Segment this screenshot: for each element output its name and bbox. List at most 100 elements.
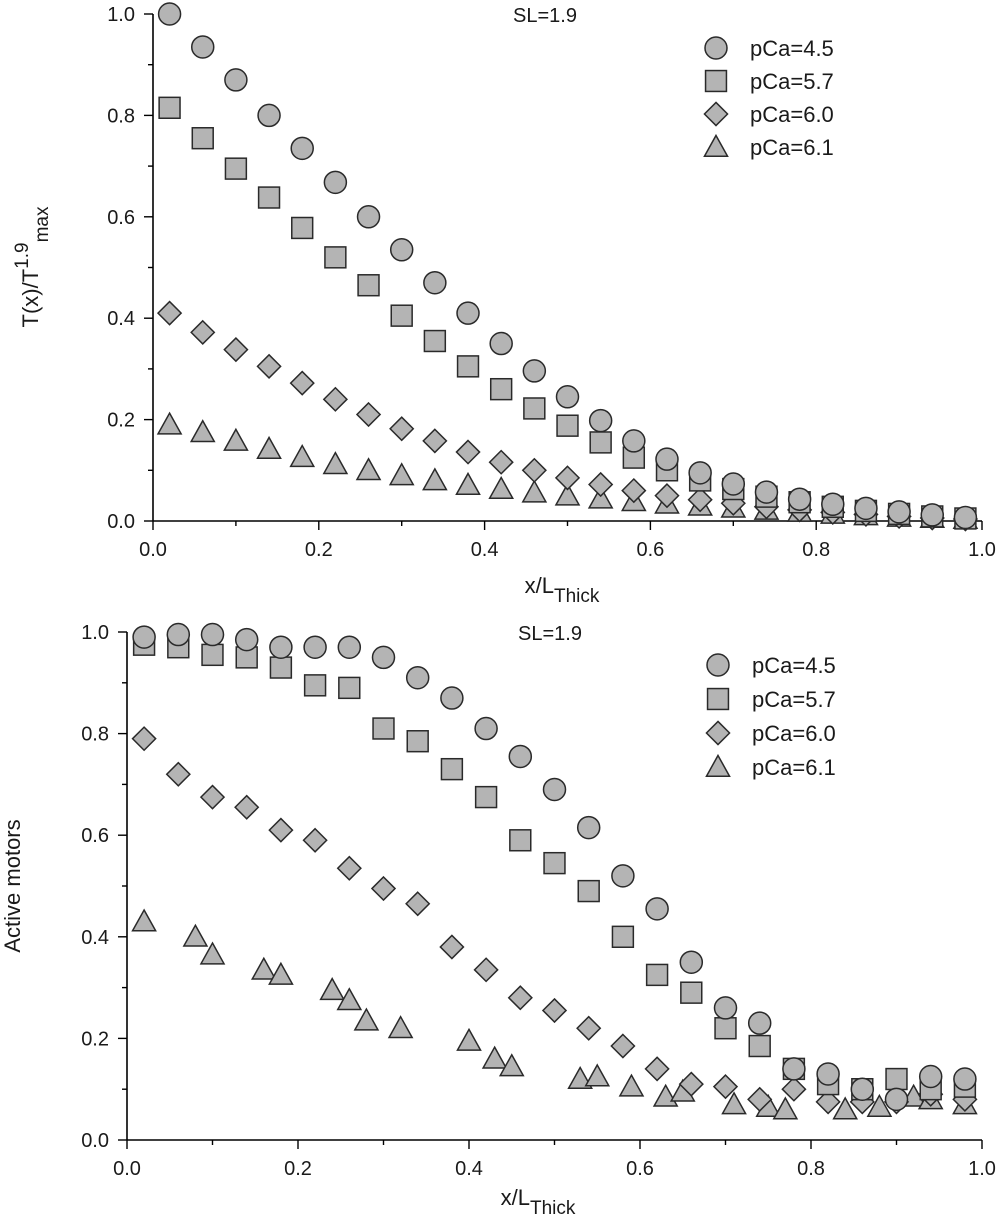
legend-label: pCa=6.0 [752, 721, 836, 746]
y-axis-title: Active motors [0, 819, 25, 952]
data-point-triangle [156, 411, 183, 435]
x-tick-label: 0.0 [139, 539, 167, 561]
y-tick-labels: 0.0 0.2 0.4 0.6 0.8 1.0 [107, 4, 135, 533]
y-axis-title-sub: max [32, 206, 53, 242]
legend-marker-triangle [705, 753, 731, 777]
data-point-circle [440, 686, 464, 710]
data-point-diamond [165, 761, 191, 787]
data-point-square [748, 1034, 771, 1058]
data-point-circle [611, 864, 635, 888]
legend-marker-triangle [703, 133, 729, 157]
data-point-square [523, 397, 546, 420]
data-point-triangle [521, 479, 548, 503]
data-point-diamond [336, 855, 362, 881]
data-point-circle [405, 665, 430, 690]
data-point-diamond [576, 1015, 602, 1041]
x-tick-label: 0.8 [797, 1158, 825, 1180]
data-point-circle [622, 429, 646, 453]
data-point-diamond [422, 428, 448, 454]
x-tick-label: 0.4 [471, 539, 499, 561]
y-tick-label: 0.6 [107, 207, 135, 229]
x-tick-label: 1.0 [968, 539, 996, 561]
data-point-square [257, 186, 281, 209]
data-point-circle [747, 1011, 772, 1035]
data-point-triangle [131, 908, 157, 932]
data-point-triangle [587, 485, 614, 509]
data-point-triangle [584, 1063, 611, 1087]
legend-label: pCa=6.0 [750, 102, 834, 127]
data-point-triangle [353, 1007, 380, 1031]
data-point-circle [224, 68, 248, 92]
data-point-square [556, 414, 579, 437]
annotation-sl: SL=1.9 [513, 5, 577, 27]
data-point-circle [489, 331, 513, 356]
data-point-triangle [256, 435, 282, 459]
data-point-diamond [621, 477, 647, 504]
y-tick-label: 0.4 [107, 308, 135, 330]
panel-active-motors: 0.0 0.2 0.4 0.6 0.8 1.0 0.0 0.2 0.4 0.6 0.8 1.0 pC… [0, 622, 996, 1219]
data-point-diamond [473, 957, 499, 983]
data-point-triangle [772, 1096, 799, 1120]
data-point-circle [713, 996, 738, 1020]
y-tick-label: 0.0 [81, 1130, 109, 1152]
legend-marker-circle [706, 653, 730, 677]
x-tick-label: 0.0 [113, 1158, 141, 1180]
data-point-circle [850, 1077, 875, 1101]
data-point-triangle [387, 1015, 414, 1039]
y-tick-label: 0.8 [107, 105, 135, 127]
data-point-diamond [588, 471, 614, 498]
data-point-circle [953, 1067, 977, 1091]
data-point-diamond [654, 483, 680, 509]
data-point-circle [423, 270, 447, 295]
data-point-circle [190, 35, 215, 59]
data-point-circle [323, 170, 348, 195]
legend-marker-square [706, 687, 730, 711]
data-point-diamond [131, 726, 157, 752]
x-tick-labels: 0.0 0.2 0.4 0.6 0.8 1.0 [139, 539, 996, 561]
data-point-square [474, 785, 498, 809]
data-point-diamond [521, 457, 547, 483]
legend-marker-diamond [703, 101, 729, 127]
data-point-triangle [319, 977, 346, 1001]
data-point-triangle [832, 1096, 859, 1120]
data-point-square [303, 674, 327, 697]
data-point-triangle [554, 482, 581, 506]
legend-label: pCa=5.7 [750, 69, 834, 94]
data-point-circle [522, 359, 547, 383]
y-axis-title-sup: 1.9 [12, 242, 33, 268]
legend: pCa=4.5 pCa=5.7 pCa=6.0 pCa=6.1 [705, 653, 836, 780]
data-point-square [489, 377, 513, 401]
y-tick-label: 1.0 [107, 4, 135, 26]
data-point-circle [337, 635, 362, 659]
data-point-circle [166, 622, 191, 647]
data-point-diamond [610, 1033, 636, 1059]
data-point-diamond [678, 1071, 704, 1097]
data-point-square [224, 157, 248, 180]
data-point-circle [645, 897, 669, 921]
data-point-circle [576, 815, 601, 840]
data-point-triangle [567, 1065, 593, 1090]
data-point-triangle [223, 427, 249, 451]
data-point-diamond [156, 300, 183, 326]
data-point-triangle [618, 1073, 645, 1097]
data-point-triangle [422, 467, 448, 491]
data-point-diamond [302, 827, 328, 853]
data-point-diamond [541, 997, 568, 1024]
data-point-square [645, 963, 669, 987]
data-point-circle [157, 2, 182, 26]
y-tick-label: 0.4 [81, 927, 109, 949]
data-point-circle [389, 238, 414, 262]
data-point-circle [816, 1062, 840, 1086]
data-point-square [714, 1017, 737, 1040]
data-point-triangle [866, 1093, 893, 1117]
data-point-circle [555, 385, 580, 409]
data-point-diamond [687, 487, 713, 513]
data-point-triangle [322, 451, 349, 475]
x-tick-label: 0.2 [305, 539, 333, 561]
data-point-diamond [190, 319, 216, 346]
data-point-circle [754, 480, 779, 504]
data-point-diamond [405, 891, 431, 917]
x-axis-title: x/LThick [501, 1185, 576, 1219]
y-axis-title-main: T(x)/T [18, 269, 43, 328]
